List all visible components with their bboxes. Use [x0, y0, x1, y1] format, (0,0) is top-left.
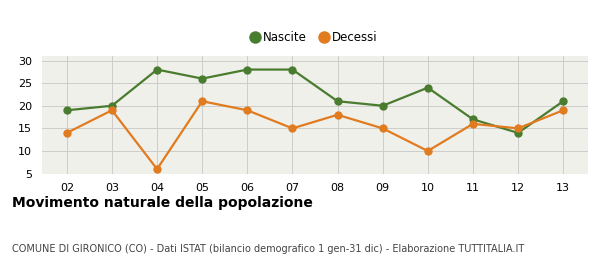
Text: Movimento naturale della popolazione: Movimento naturale della popolazione — [12, 196, 313, 210]
Text: COMUNE DI GIRONICO (CO) - Dati ISTAT (bilancio demografico 1 gen-31 dic) - Elabo: COMUNE DI GIRONICO (CO) - Dati ISTAT (bi… — [12, 244, 524, 254]
Legend: Nascite, Decessi: Nascite, Decessi — [248, 27, 382, 49]
